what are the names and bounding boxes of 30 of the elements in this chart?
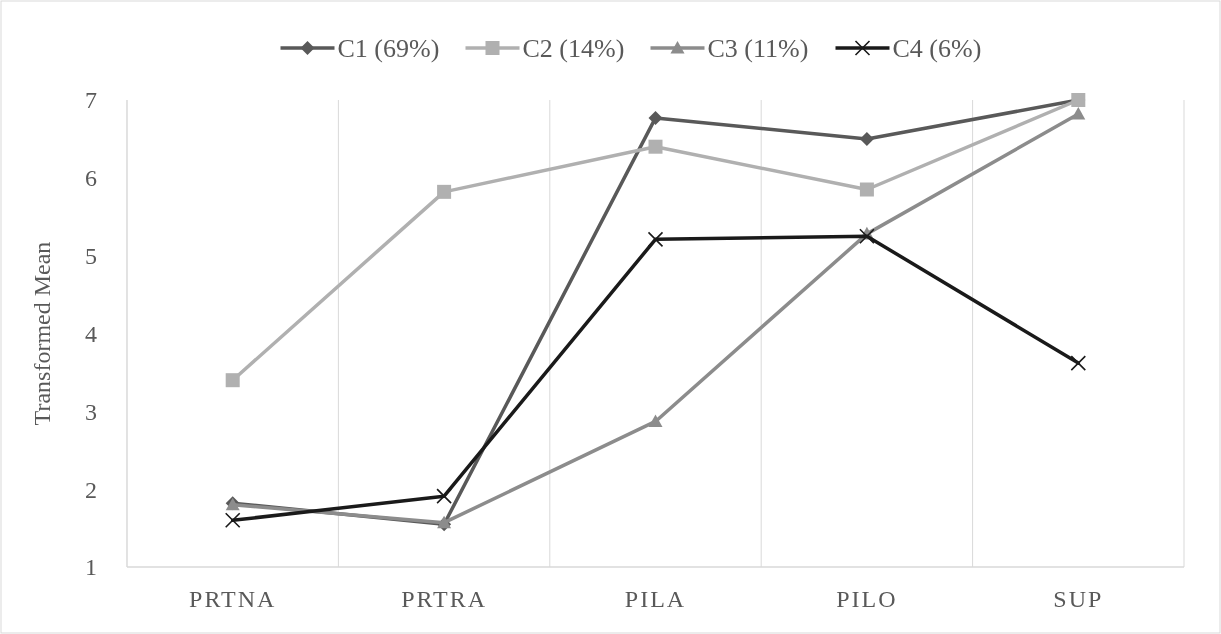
legend-label: C2 (14%) <box>522 34 625 64</box>
point <box>1070 355 1087 371</box>
x-tick-label: PRTNA <box>189 586 277 612</box>
y-tick-label: 3 <box>85 398 97 425</box>
point <box>647 231 664 248</box>
y-tick-label: 6 <box>85 165 97 192</box>
point <box>648 139 663 154</box>
point <box>1071 107 1086 120</box>
legend-label: C1 (69%) <box>337 34 440 64</box>
x-tick-label: SUP <box>1053 586 1104 612</box>
y-tick-label: 4 <box>85 320 97 347</box>
y-axis-title: Transformed Mean <box>29 241 55 426</box>
point <box>648 110 663 125</box>
y-tick-label: 5 <box>85 243 97 270</box>
x-tick-label: PILA <box>624 586 687 612</box>
point <box>859 131 874 146</box>
point <box>437 184 452 199</box>
x-tick-label: PILO <box>836 586 898 612</box>
point <box>225 373 240 388</box>
point <box>859 228 875 245</box>
x-tick-label: PRTRA <box>401 586 488 612</box>
point <box>648 414 663 428</box>
legend-label: C3 (11%) <box>707 34 809 64</box>
y-tick-label: 1 <box>85 554 97 581</box>
point <box>224 512 241 529</box>
y-tick-label: 2 <box>85 476 97 503</box>
y-tick-label: 7 <box>85 87 97 114</box>
legend-label: C4 (6%) <box>892 34 982 64</box>
point <box>859 182 874 197</box>
point <box>436 488 452 504</box>
